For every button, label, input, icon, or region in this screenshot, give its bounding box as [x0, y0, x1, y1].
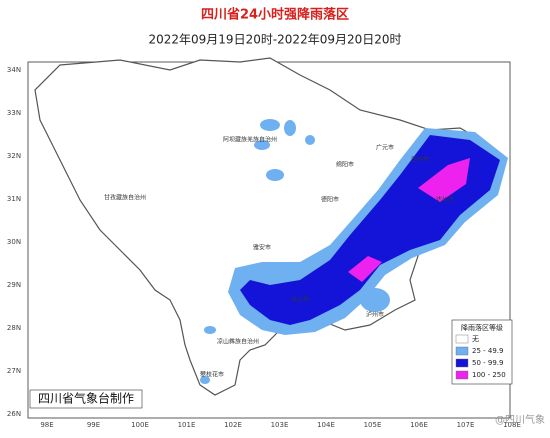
place-label: 阿坝藏族羌族自治州	[223, 136, 277, 144]
lon-label: 107E	[457, 421, 475, 429]
place-label: 德阳市	[321, 196, 339, 204]
lat-label: 34N	[7, 66, 21, 74]
province-outline	[34, 57, 506, 396]
lat-label: 30N	[7, 238, 21, 246]
lat-label: 32N	[7, 152, 21, 160]
place-label: 雅安市	[253, 244, 271, 252]
legend-label: 无	[472, 335, 479, 343]
lon-label: 104E	[317, 421, 335, 429]
lon-label: 102E	[224, 421, 242, 429]
lon-label: 106E	[410, 421, 428, 429]
credit-box	[29, 389, 143, 409]
lon-label: 108E	[503, 421, 521, 429]
legend-swatch	[455, 346, 469, 356]
legend-label: 100 - 250	[472, 371, 506, 379]
lat-label: 29N	[7, 281, 21, 289]
place-label: 广元市	[376, 144, 394, 152]
place-label: 乐山市	[291, 296, 309, 304]
legend-label: 25 - 49.9	[472, 347, 503, 355]
place-label: 甘孜藏族自治州	[104, 194, 146, 202]
place-label: 达州市	[436, 196, 454, 204]
lon-label: 101E	[178, 421, 196, 429]
title: 四川省24小时强降雨落区	[201, 7, 349, 23]
place-label: 巴中市	[411, 156, 429, 164]
legend: 无 25 - 49.9 50 - 99.9 100 - 250	[455, 334, 506, 380]
watermark: @四川气象	[495, 413, 545, 426]
lon-label: 103E	[271, 421, 289, 429]
subtitle: 2022年09月19日20时-2022年09月20日20时	[148, 33, 401, 47]
legend-label: 50 - 99.9	[472, 359, 503, 367]
lat-label: 28N	[7, 324, 21, 332]
place-label: 攀枝花市	[200, 371, 224, 379]
lat-labels: 34N 33N 32N 31N 30N 29N 28N 27N 26N	[7, 66, 21, 418]
lon-label: 100E	[131, 421, 149, 429]
legend-title: 降雨落区等级	[461, 323, 503, 332]
legend-swatch	[455, 358, 469, 368]
lat-label: 33N	[7, 109, 21, 117]
place-label: 绵阳市	[336, 161, 354, 169]
legend-swatch	[455, 370, 469, 380]
lon-labels: 98E 99E 100E 101E 102E 103E 104E 105E 106E 107E 10…	[40, 421, 521, 429]
lat-label: 31N	[7, 195, 21, 203]
legend-swatch	[455, 334, 469, 344]
credit: 四川省气象台制作	[38, 391, 134, 406]
lon-label: 99E	[87, 421, 100, 429]
place-label: 凉山彝族自治州	[217, 338, 259, 346]
lat-label: 27N	[7, 367, 21, 375]
rain-torrential	[348, 158, 470, 282]
lat-label: 26N	[7, 410, 21, 418]
place-label: 泸州市	[366, 311, 384, 319]
lon-label: 98E	[40, 421, 53, 429]
lon-label: 105E	[364, 421, 382, 429]
